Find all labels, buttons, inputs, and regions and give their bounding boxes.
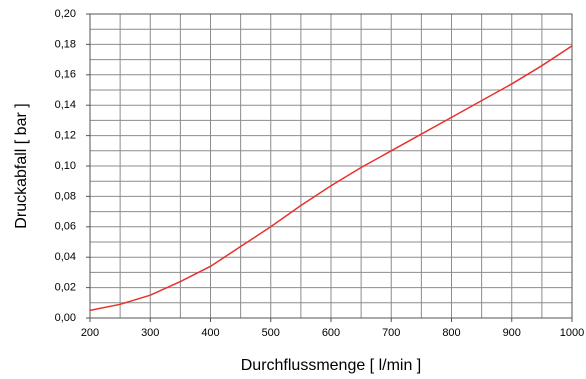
x-tick-label: 400 — [201, 327, 219, 339]
y-tick-label: 0,16 — [55, 69, 76, 81]
x-tick-label: 500 — [262, 327, 280, 339]
y-tick-label: 0,04 — [55, 251, 76, 263]
x-tick-label: 200 — [81, 327, 99, 339]
y-tick-label: 0,00 — [55, 312, 76, 324]
x-tick-label: 300 — [141, 327, 159, 339]
y-tick-label: 0,08 — [55, 190, 76, 202]
x-tick-label: 700 — [382, 327, 400, 339]
y-tick-label: 0,10 — [55, 160, 76, 172]
y-tick-label: 0,14 — [55, 99, 76, 111]
x-axis-label: Durchflussmenge [ l/min ] — [241, 357, 422, 374]
x-tick-label: 900 — [503, 327, 521, 339]
x-tick-label: 800 — [442, 327, 460, 339]
y-tick-label: 0,02 — [55, 282, 76, 294]
y-tick-label: 0,18 — [55, 38, 76, 50]
x-tick-label: 1000 — [560, 327, 584, 339]
y-tick-label: 0,12 — [55, 130, 76, 142]
y-tick-label: 0,20 — [55, 8, 76, 20]
data-line — [89, 45, 573, 312]
y-tick-label: 0,06 — [55, 221, 76, 233]
y-axis-label: Druckabfall [ bar ] — [13, 103, 30, 228]
x-tick-label: 600 — [322, 327, 340, 339]
